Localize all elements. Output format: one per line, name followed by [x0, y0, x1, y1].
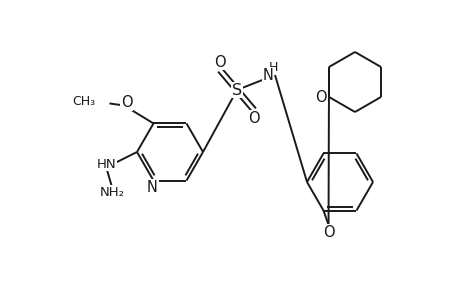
Text: NH₂: NH₂: [99, 185, 124, 199]
Text: CH₃: CH₃: [72, 95, 95, 108]
Text: O: O: [214, 55, 225, 70]
Text: O: O: [314, 89, 326, 104]
Text: N: N: [147, 180, 157, 195]
Text: O: O: [322, 225, 334, 240]
Text: S: S: [231, 82, 241, 98]
Text: N: N: [262, 68, 273, 82]
Text: H: H: [268, 61, 277, 74]
Text: O: O: [248, 110, 259, 125]
Text: O: O: [120, 95, 132, 110]
Text: HN: HN: [97, 158, 117, 170]
